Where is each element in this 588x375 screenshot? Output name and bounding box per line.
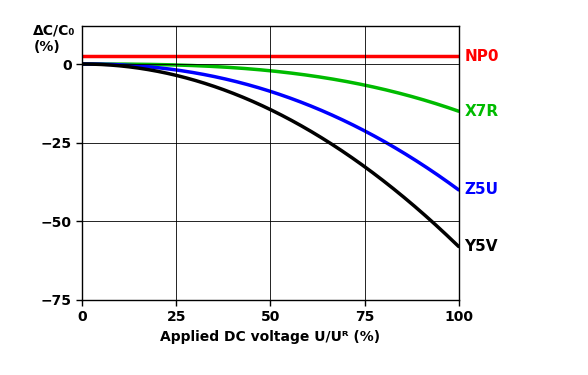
Y-axis label: ΔC/C₀
(%): ΔC/C₀ (%) [34,24,76,54]
Text: X7R: X7R [465,104,499,119]
Text: NP0: NP0 [465,49,499,64]
Text: Y5V: Y5V [465,239,498,254]
X-axis label: Applied DC voltage U/Uᴿ (%): Applied DC voltage U/Uᴿ (%) [161,330,380,344]
Text: Z5U: Z5U [465,182,498,197]
